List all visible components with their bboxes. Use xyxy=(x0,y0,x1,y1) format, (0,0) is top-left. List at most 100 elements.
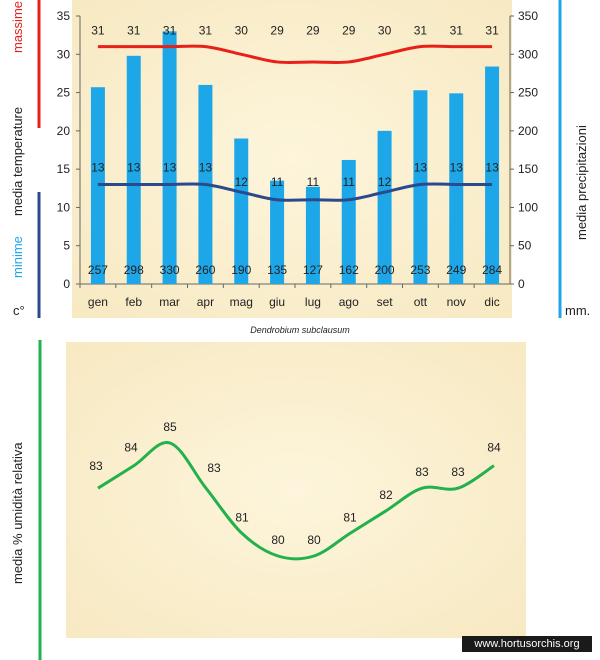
precip-bar xyxy=(270,180,285,284)
min-temp-data-label: 12 xyxy=(378,175,392,189)
min-temp-data-label: 13 xyxy=(485,160,499,174)
precip-data-label: 257 xyxy=(88,263,108,277)
max-temp-line xyxy=(97,44,493,65)
month-label: apr xyxy=(197,295,214,309)
precip-tick-label: 250 xyxy=(518,86,538,100)
precip-data-label: 127 xyxy=(303,263,323,277)
precip-bar xyxy=(413,90,428,284)
temp-axis-label: media temperature xyxy=(10,106,25,216)
month-label: mar xyxy=(159,295,180,309)
precip-bar xyxy=(234,138,249,284)
min-temp-line xyxy=(97,182,493,202)
month-label: giu xyxy=(269,295,285,309)
min-temp-data-label: 11 xyxy=(343,175,356,189)
min-temp-data-label: 11 xyxy=(307,175,320,189)
humidity-line xyxy=(97,441,495,561)
temp-tick-label: 30 xyxy=(57,47,71,61)
max-temp-data-label: 31 xyxy=(414,24,428,38)
humidity-data-label: 80 xyxy=(307,533,321,547)
precip-data-label: 162 xyxy=(339,263,359,277)
max-temp-data-label: 31 xyxy=(485,24,499,38)
precip-data-label: 200 xyxy=(375,263,395,277)
min-temp-data-label: 13 xyxy=(199,160,213,174)
max-temp-data-label: 31 xyxy=(91,24,105,38)
precip-data-label: 260 xyxy=(195,263,215,277)
precip-bar xyxy=(377,130,392,284)
precip-data-label: 330 xyxy=(160,263,180,277)
month-label: mag xyxy=(230,295,253,309)
precip-tick-label: 0 xyxy=(518,277,525,291)
humidity-data-label: 84 xyxy=(487,441,501,455)
min-temp-label: minime xyxy=(10,236,25,278)
humidity-data-label: 84 xyxy=(124,441,138,455)
max-temp-label: massime xyxy=(10,0,25,53)
min-temp-data-label: 13 xyxy=(414,160,428,174)
precip-tick-label: 150 xyxy=(518,162,538,176)
precip-bar xyxy=(162,31,177,284)
temp-tick-label: 20 xyxy=(57,124,71,138)
precip-unit-label: mm. xyxy=(565,303,591,318)
humidity-data-label: 85 xyxy=(163,420,177,434)
humidity-data-label: 83 xyxy=(451,465,465,479)
month-label: feb xyxy=(125,295,142,309)
month-label: set xyxy=(377,295,394,309)
temp-tick-label: 25 xyxy=(57,86,71,100)
humidity-data-label: 83 xyxy=(207,461,221,475)
month-label: ago xyxy=(339,295,359,309)
precip-tick-label: 50 xyxy=(518,239,532,253)
max-temp-data-label: 31 xyxy=(127,24,141,38)
max-temp-data-label: 29 xyxy=(270,24,284,38)
humidity-data-label: 81 xyxy=(235,510,249,524)
min-temp-data-label: 13 xyxy=(163,160,177,174)
humidity-data-label: 83 xyxy=(415,465,429,479)
month-label: lug xyxy=(305,295,321,309)
max-temp-data-label: 30 xyxy=(235,24,249,38)
precip-data-label: 298 xyxy=(124,263,144,277)
humidity-data-label: 83 xyxy=(89,459,103,473)
precip-bar xyxy=(449,93,464,284)
humidity-axis-label: media % umidità relativa xyxy=(10,442,25,584)
humidity-chart: 83 84 85 83 81 80 80 81 82 83 83 84 xyxy=(89,420,501,561)
max-temp-data-label: 30 xyxy=(378,24,392,38)
min-temp-data-label: 11 xyxy=(271,175,284,189)
precip-data-label: 253 xyxy=(410,263,430,277)
temp-tick-label: 5 xyxy=(63,239,70,253)
precip-bar xyxy=(485,66,500,284)
humidity-data-label: 80 xyxy=(271,533,285,547)
month-label: nov xyxy=(447,295,466,309)
precip-bar xyxy=(341,159,356,284)
temp-tick-label: 35 xyxy=(57,9,71,23)
min-temp-data-label: 13 xyxy=(91,160,105,174)
max-temp-data-label: 31 xyxy=(163,24,177,38)
min-temp-data-label: 13 xyxy=(127,160,141,174)
min-temp-data-label: 12 xyxy=(235,175,249,189)
precip-bar xyxy=(126,55,141,285)
month-label: gen xyxy=(88,295,108,309)
temp-tick-label: 0 xyxy=(63,277,70,291)
month-label: ott xyxy=(414,295,428,309)
max-temp-data-label: 29 xyxy=(306,24,320,38)
max-temp-data-label: 29 xyxy=(342,24,356,38)
precip-data-label: 249 xyxy=(446,263,466,277)
precip-data-label: 284 xyxy=(482,263,502,277)
temp-tick-label: 15 xyxy=(57,162,71,176)
precip-data-label: 135 xyxy=(267,263,287,277)
max-temp-data-label: 31 xyxy=(199,24,213,38)
top-chart-background xyxy=(72,0,512,318)
min-temp-data-label: 13 xyxy=(450,160,464,174)
precip-tick-label: 100 xyxy=(518,200,538,214)
temp-tick-label: 10 xyxy=(57,200,71,214)
precip-axis-label: media precipitazioni xyxy=(574,125,589,240)
species-caption: Dendrobium subclausum xyxy=(250,325,350,335)
month-label: dic xyxy=(484,295,499,309)
precip-data-label: 190 xyxy=(231,263,251,277)
max-temp-data-label: 31 xyxy=(450,24,464,38)
temp-unit-label: c° xyxy=(13,303,25,318)
precip-tick-label: 200 xyxy=(518,124,538,138)
website-credit: www.hortusorchis.org xyxy=(462,636,592,652)
precip-tick-label: 350 xyxy=(518,9,538,23)
humidity-data-label: 82 xyxy=(379,488,393,502)
humidity-data-label: 81 xyxy=(343,510,357,524)
